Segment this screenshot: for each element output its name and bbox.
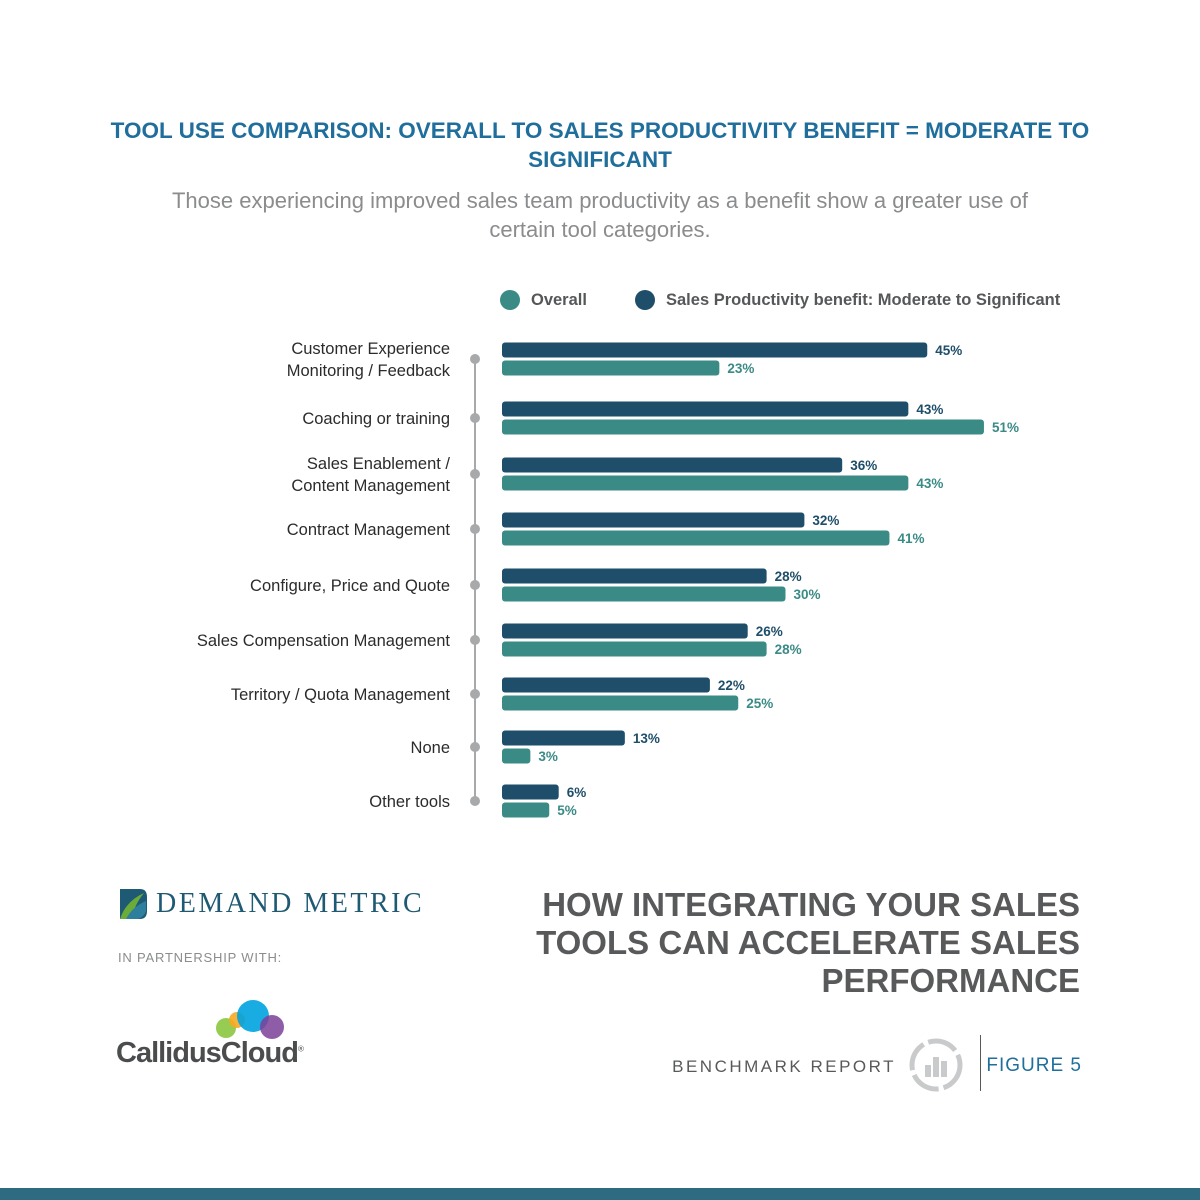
bar-overall <box>502 586 786 602</box>
category-axis-dot <box>470 354 480 364</box>
bar-benefit <box>502 457 843 473</box>
category-axis-dot <box>470 413 480 423</box>
category-label: Other tools <box>369 793 450 811</box>
value-label-benefit: 22% <box>718 678 745 693</box>
value-label-overall: 30% <box>794 587 821 602</box>
chart-title: TOOL USE COMPARISON: OVERALL TO SALES PR… <box>110 118 1090 172</box>
bar-overall <box>502 748 531 764</box>
bar-overall <box>502 360 720 376</box>
callidus-cloud-registered-mark: ® <box>297 1044 304 1054</box>
bar-benefit <box>502 401 909 417</box>
bar-overall <box>502 419 984 435</box>
bar-overall <box>502 475 909 491</box>
value-label-overall: 41% <box>897 531 924 546</box>
report-title: HOW INTEGRATING YOUR SALES TOOLS CAN ACC… <box>536 886 1080 999</box>
bottom-accent-bar <box>0 1188 1200 1200</box>
callidus-cloud-name: CallidusCloud <box>116 1037 299 1069</box>
bar-overall <box>502 641 767 657</box>
bar-overall <box>502 530 890 546</box>
value-label-overall: 23% <box>727 361 754 376</box>
legend-item-benefit: Sales Productivity benefit: Moderate to … <box>635 290 1060 310</box>
category-label: None <box>411 739 450 757</box>
category-label: Sales Enablement / Content Management <box>291 455 450 495</box>
value-label-overall: 5% <box>557 803 577 818</box>
footer-divider <box>980 1035 981 1091</box>
category-label: Sales Compensation Management <box>197 632 451 650</box>
value-label-benefit: 43% <box>916 402 943 417</box>
callidus-cloud-wordmark: CallidusCloud® <box>116 1037 304 1070</box>
bar-overall <box>502 695 739 711</box>
legend-swatch-benefit <box>635 290 655 310</box>
value-label-overall: 3% <box>538 749 558 764</box>
figure-label: FIGURE 5 <box>986 1055 1082 1076</box>
value-label-overall: 25% <box>746 696 773 711</box>
value-label-overall: 51% <box>992 420 1019 435</box>
demand-metric-wordmark: Demand Metric <box>156 888 425 919</box>
value-label-overall: 28% <box>775 642 802 657</box>
category-axis-dot <box>470 796 480 806</box>
value-label-benefit: 32% <box>812 513 839 528</box>
demand-metric-logo: Demand Metric <box>118 887 424 921</box>
category-label: Coaching or training <box>302 410 450 428</box>
category-axis-dot <box>470 469 480 479</box>
value-label-benefit: 28% <box>775 569 802 584</box>
legend-label-benefit: Sales Productivity benefit: Moderate to … <box>666 290 1061 309</box>
bar-chart: Customer Experience Monitoring / Feedback… <box>197 340 1019 818</box>
category-axis-dot <box>470 635 480 645</box>
benchmark-report-label: BENCHMARK REPORT <box>672 1057 896 1076</box>
value-label-benefit: 36% <box>850 458 877 473</box>
bar-benefit <box>502 730 625 746</box>
value-label-benefit: 6% <box>567 785 587 800</box>
category-label: Territory / Quota Management <box>231 686 451 704</box>
bar-benefit <box>502 342 928 358</box>
bar-benefit <box>502 623 748 639</box>
category-axis-dot <box>470 742 480 752</box>
value-label-benefit: 45% <box>935 343 962 358</box>
category-axis-dot <box>470 524 480 534</box>
legend-item-overall: Overall <box>500 290 587 310</box>
bar-benefit <box>502 677 710 693</box>
bar-chart-circle-icon <box>909 1038 963 1092</box>
bar-benefit <box>502 784 559 800</box>
benchmark-footer: BENCHMARK REPORT FIGURE 5 <box>660 1035 1100 1095</box>
category-label: Configure, Price and Quote <box>250 577 450 595</box>
bar-benefit <box>502 568 767 584</box>
value-label-benefit: 26% <box>756 624 783 639</box>
bar-benefit <box>502 512 805 528</box>
legend-label-overall: Overall <box>531 290 587 309</box>
value-label-overall: 43% <box>916 476 943 491</box>
category-label: Customer Experience Monitoring / Feedback <box>287 340 451 380</box>
callidus-cloud-logo: CallidusCloud® <box>116 995 316 1075</box>
category-label: Contract Management <box>287 521 451 539</box>
demand-metric-logo-icon <box>120 889 147 919</box>
chart-subtitle: Those experiencing improved sales team p… <box>171 188 1028 242</box>
value-label-benefit: 13% <box>633 731 660 746</box>
bar-overall <box>502 802 550 818</box>
legend-swatch-overall <box>500 290 520 310</box>
partnership-label: IN PARTNERSHIP WITH: <box>118 950 283 965</box>
category-axis-dot <box>470 580 480 590</box>
category-axis-dot <box>470 689 480 699</box>
callidus-bubbles-icon <box>216 1000 284 1039</box>
